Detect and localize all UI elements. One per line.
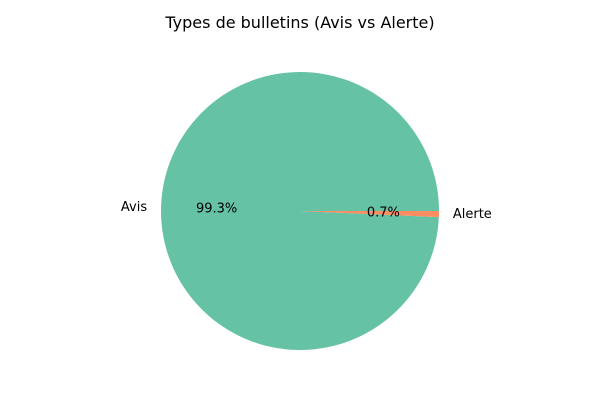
slice-label-avis: Avis — [121, 200, 147, 215]
slice-percent-alerte: 0.7% — [367, 205, 400, 220]
slice-label-alerte: Alerte — [453, 207, 492, 222]
pie-slice-avis — [160, 72, 439, 351]
pie-slices — [160, 72, 439, 351]
pie-labels: Avis 99.3% Alerte 0.7% — [121, 200, 492, 222]
chart-title: Types de bulletins (Avis vs Alerte) — [164, 13, 434, 32]
pie-slice-alerte — [300, 211, 439, 218]
slice-percent-avis: 99.3% — [196, 202, 237, 217]
